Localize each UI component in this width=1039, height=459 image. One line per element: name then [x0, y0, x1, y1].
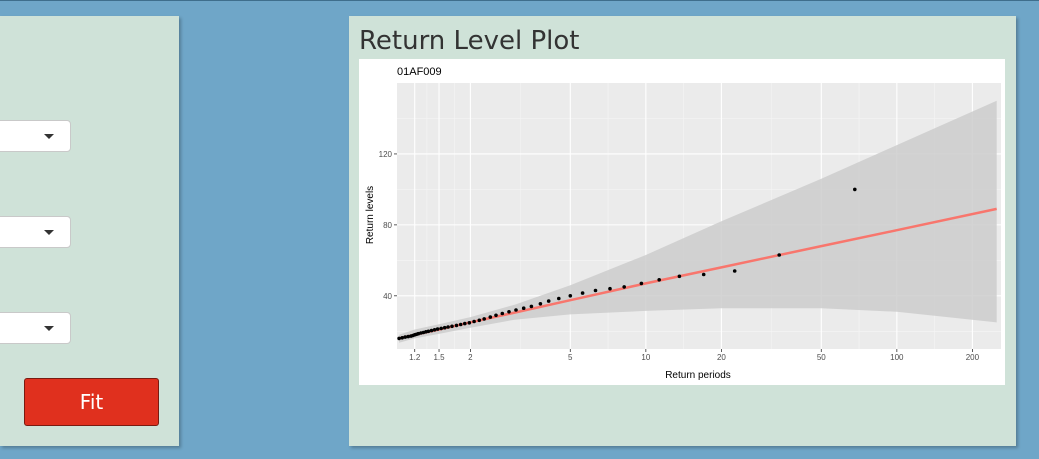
data-point — [732, 269, 737, 273]
data-point — [580, 291, 585, 295]
caret-down-icon — [44, 326, 54, 331]
caret-down-icon — [44, 134, 54, 139]
select-input-1[interactable] — [0, 120, 71, 152]
data-point — [639, 281, 644, 286]
data-point — [701, 272, 706, 277]
x-tick-label: 50 — [817, 353, 826, 362]
top-border — [0, 0, 1039, 1]
chart-title: 01AF009 — [397, 66, 442, 78]
data-point — [514, 308, 518, 312]
x-axis-label: Return periods — [665, 370, 731, 381]
data-point — [450, 324, 454, 329]
data-point — [482, 317, 486, 321]
data-point — [432, 328, 437, 332]
data-point — [397, 336, 401, 341]
x-tick-label: 20 — [717, 353, 726, 362]
sidebar-panel: Fit — [0, 16, 179, 446]
data-point — [439, 326, 443, 331]
data-point — [529, 304, 534, 309]
select-input-2[interactable] — [0, 216, 71, 248]
data-point — [429, 328, 434, 333]
data-point — [488, 315, 493, 319]
y-tick-label: 120 — [379, 150, 393, 159]
data-point — [458, 322, 463, 327]
fit-button[interactable]: Fit — [24, 378, 159, 426]
data-point — [521, 306, 526, 310]
data-point — [568, 294, 573, 298]
x-tick-label: 100 — [890, 353, 904, 362]
data-point — [446, 325, 450, 329]
data-point — [454, 323, 459, 328]
data-point — [435, 327, 440, 331]
data-point — [463, 321, 467, 326]
caret-down-icon — [44, 230, 54, 235]
x-tick-label: 200 — [966, 353, 980, 362]
data-point — [622, 285, 626, 289]
data-point — [403, 335, 407, 339]
data-point — [657, 278, 661, 282]
plot-frame: 1.2 1.5 2 5 10 20 50 100 200 40 80 120 01AF009 Retu… — [359, 59, 1005, 385]
x-tick-label: 5 — [568, 353, 573, 362]
data-point — [477, 318, 482, 323]
x-tick-label: 1.2 — [409, 353, 421, 362]
return-level-chart: 1.2 1.5 2 5 10 20 50 100 200 40 80 120 01AF009 Retu… — [365, 66, 1001, 381]
data-point — [538, 302, 543, 306]
data-point — [400, 336, 404, 340]
data-point — [546, 299, 551, 303]
data-point — [426, 329, 431, 334]
y-tick-label: 40 — [383, 292, 392, 301]
data-point — [507, 310, 511, 314]
data-point — [677, 274, 682, 279]
y-axis-label: Return levels — [365, 186, 376, 244]
data-point — [406, 334, 410, 339]
data-point — [853, 187, 857, 192]
y-tick-label: 80 — [383, 221, 392, 230]
plot-panel: Return Level Plot 1.2 1.5 2 5 10 20 50 100 200 40… — [349, 16, 1016, 446]
select-input-3[interactable] — [0, 312, 71, 344]
data-point — [467, 321, 472, 325]
data-point — [593, 288, 598, 293]
data-point — [442, 325, 447, 330]
data-point — [472, 319, 476, 324]
data-point — [557, 296, 561, 301]
data-point — [608, 286, 612, 291]
x-tick-label: 2 — [468, 353, 473, 362]
data-point — [500, 311, 505, 316]
x-tick-label: 1.5 — [433, 353, 445, 362]
confidence-band — [399, 100, 997, 343]
data-point — [494, 313, 498, 318]
panel-title: Return Level Plot — [359, 26, 580, 56]
data-point — [777, 253, 781, 257]
x-tick-label: 10 — [641, 353, 650, 362]
